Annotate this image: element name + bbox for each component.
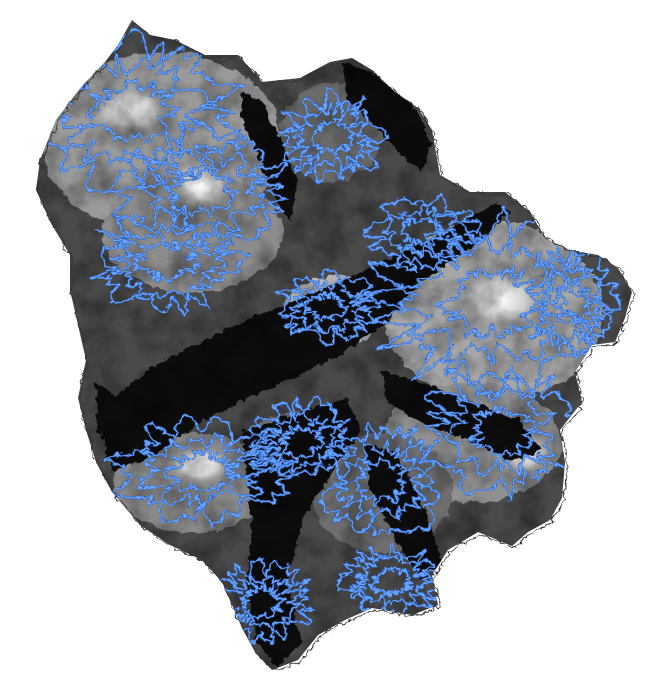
contour-line — [101, 414, 297, 525]
contour-line — [273, 266, 378, 344]
contour-line — [135, 147, 263, 236]
contour-line — [106, 223, 226, 299]
contour-line — [549, 274, 590, 326]
contour-line — [419, 370, 589, 499]
contour-line — [163, 161, 239, 218]
contour-line — [368, 565, 413, 596]
contour-line — [352, 455, 406, 506]
contour-line — [379, 202, 461, 256]
contour-line — [84, 77, 179, 143]
contour-line — [350, 552, 428, 608]
contour-line — [237, 581, 284, 618]
contour-line — [318, 419, 440, 534]
contour-line — [135, 431, 268, 507]
contour-line — [161, 447, 240, 492]
contour-line — [398, 215, 446, 245]
contour-line — [466, 403, 536, 457]
contour-line — [260, 409, 336, 471]
contour-line — [287, 279, 364, 332]
contour-line — [130, 238, 199, 282]
contour-line — [276, 423, 323, 458]
contour-line — [246, 395, 356, 475]
contour-line — [108, 119, 285, 251]
contour-line — [443, 384, 556, 476]
contour-line — [309, 115, 353, 154]
contour-line — [334, 437, 427, 522]
contour-line — [435, 263, 546, 338]
contour-line — [87, 204, 250, 315]
contour-line — [537, 256, 604, 342]
contour-lines — [36, 25, 620, 645]
contour-line — [361, 194, 481, 268]
contour-line — [290, 100, 370, 170]
contour-line — [302, 290, 348, 320]
contour-line — [395, 229, 576, 364]
